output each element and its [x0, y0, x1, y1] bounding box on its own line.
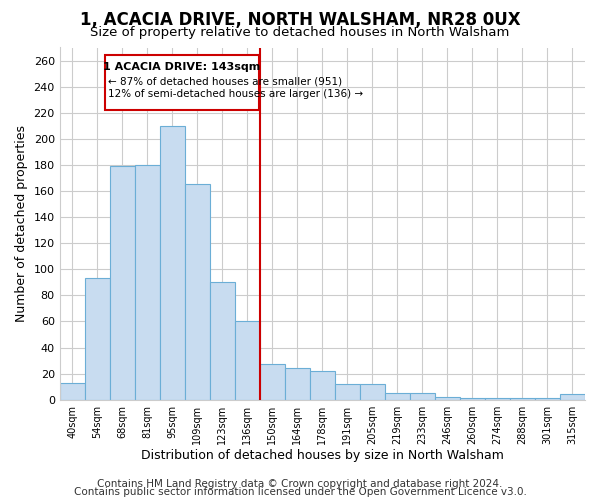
Bar [185, 184, 210, 400]
Text: Contains HM Land Registry data © Crown copyright and database right 2024.: Contains HM Land Registry data © Crown c… [97, 479, 503, 489]
Bar [410, 393, 435, 400]
Bar [235, 322, 260, 400]
Bar [360, 384, 385, 400]
Bar [385, 393, 410, 400]
Bar [335, 384, 360, 400]
Bar [160, 126, 185, 400]
Text: ← 87% of detached houses are smaller (951): ← 87% of detached houses are smaller (95… [109, 76, 343, 86]
Bar [460, 398, 485, 400]
Bar [560, 394, 585, 400]
Text: 1, ACACIA DRIVE, NORTH WALSHAM, NR28 0UX: 1, ACACIA DRIVE, NORTH WALSHAM, NR28 0UX [80, 12, 520, 30]
Bar [110, 166, 135, 400]
Bar [485, 398, 510, 400]
Text: Contains public sector information licensed under the Open Government Licence v3: Contains public sector information licen… [74, 487, 526, 497]
Text: Size of property relative to detached houses in North Walsham: Size of property relative to detached ho… [91, 26, 509, 39]
Bar [85, 278, 110, 400]
X-axis label: Distribution of detached houses by size in North Walsham: Distribution of detached houses by size … [141, 450, 504, 462]
Bar [135, 165, 160, 400]
Bar [535, 398, 560, 400]
Bar [210, 282, 235, 400]
Y-axis label: Number of detached properties: Number of detached properties [15, 125, 28, 322]
Bar [285, 368, 310, 400]
Bar [435, 397, 460, 400]
Text: 1 ACACIA DRIVE: 143sqm: 1 ACACIA DRIVE: 143sqm [103, 62, 260, 72]
FancyBboxPatch shape [104, 56, 259, 110]
Bar [59, 383, 85, 400]
Bar [310, 371, 335, 400]
Text: 12% of semi-detached houses are larger (136) →: 12% of semi-detached houses are larger (… [109, 89, 364, 99]
Bar [260, 364, 285, 400]
Bar [510, 398, 535, 400]
